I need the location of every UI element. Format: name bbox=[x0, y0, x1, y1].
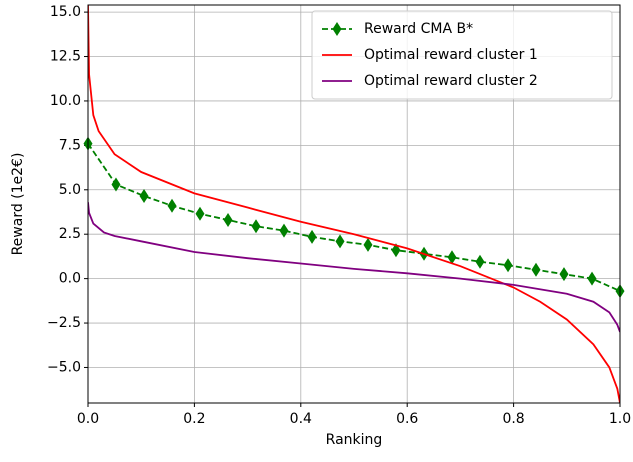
y-tick-label: 10.0 bbox=[50, 93, 81, 109]
y-tick-label: −5.0 bbox=[47, 359, 81, 375]
series-line bbox=[88, 202, 620, 333]
marker bbox=[167, 198, 177, 213]
series-line bbox=[88, 5, 620, 403]
y-tick-label: 12.5 bbox=[50, 49, 81, 65]
marker bbox=[335, 234, 345, 249]
legend-box bbox=[311, 10, 613, 100]
marker bbox=[111, 177, 121, 192]
marker bbox=[307, 229, 317, 244]
x-tick-label: 1.0 bbox=[609, 411, 631, 427]
x-axis-label: Ranking bbox=[326, 432, 383, 448]
marker bbox=[475, 254, 485, 269]
y-tick-label: 0.0 bbox=[59, 271, 81, 287]
marker bbox=[363, 237, 373, 252]
y-tick-label: −2.5 bbox=[47, 315, 81, 331]
marker bbox=[279, 223, 289, 238]
legend-label: Optimal reward cluster 1 bbox=[364, 47, 538, 63]
y-axis-label: Reward (1e2€) bbox=[10, 153, 26, 256]
y-tick-label: 5.0 bbox=[59, 182, 81, 198]
x-tick-label: 0.2 bbox=[183, 411, 205, 427]
legend-marker bbox=[332, 22, 342, 36]
marker bbox=[531, 262, 541, 277]
x-tick-label: 0.0 bbox=[77, 411, 99, 427]
marker bbox=[559, 267, 569, 282]
y-tick-label: 2.5 bbox=[59, 226, 81, 242]
marker bbox=[447, 250, 457, 265]
marker bbox=[503, 258, 513, 273]
legend-label: Reward CMA B* bbox=[364, 21, 473, 37]
y-tick-label: 15.0 bbox=[50, 4, 81, 20]
marker bbox=[195, 206, 205, 221]
y-tick-label: 7.5 bbox=[59, 137, 81, 153]
x-tick-label: 0.4 bbox=[290, 411, 312, 427]
marker bbox=[139, 189, 149, 204]
x-tick-label: 0.6 bbox=[396, 411, 418, 427]
marker bbox=[587, 271, 597, 286]
x-tick-label: 0.8 bbox=[502, 411, 524, 427]
marker bbox=[223, 212, 233, 227]
plot-frame bbox=[87, 4, 621, 404]
legend-label: Optimal reward cluster 2 bbox=[364, 73, 538, 89]
marker bbox=[251, 219, 261, 234]
